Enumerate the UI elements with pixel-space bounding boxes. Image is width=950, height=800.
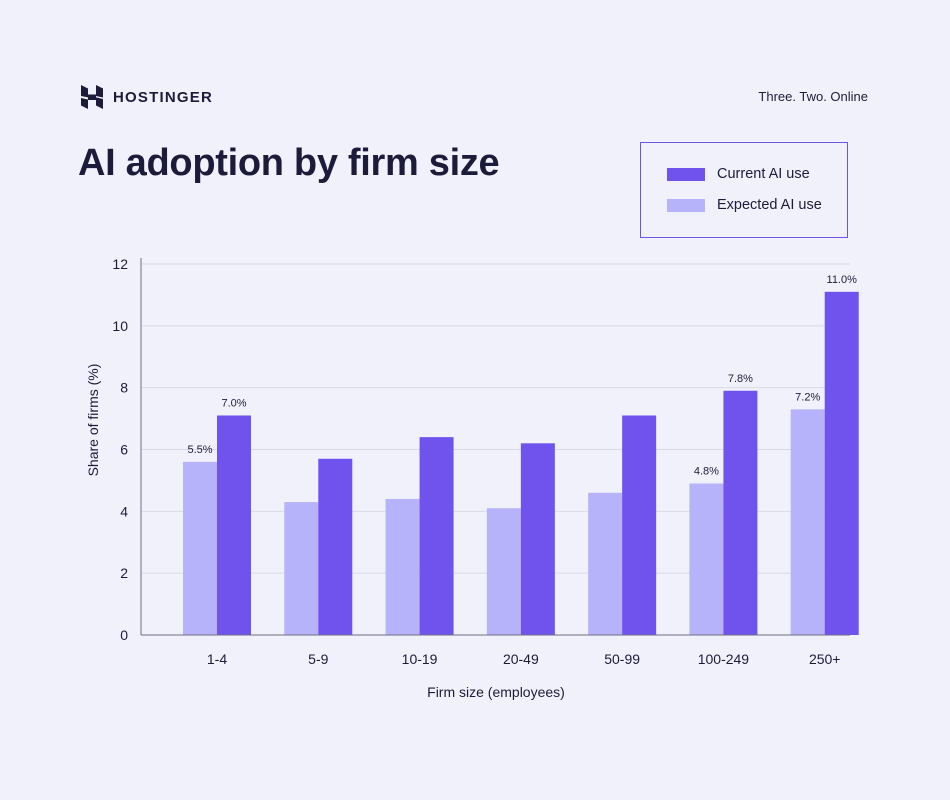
- chart-title: AI adoption by firm size: [78, 142, 500, 184]
- legend-item-expected: Expected AI use: [667, 197, 822, 213]
- x-tick-label: 5-9: [308, 651, 328, 667]
- bar-current: [520, 443, 555, 635]
- bar-expected: [689, 483, 724, 635]
- x-tick-label: 20-49: [503, 651, 539, 667]
- hostinger-logo-icon: [81, 85, 103, 109]
- tagline: Three. Two. Online: [758, 89, 868, 104]
- axes: 0 2 4 6 8 10 12 1-4 5-9 10-19 20-49 50-99 100-249 250…: [112, 256, 850, 667]
- legend-item-current: Current AI use: [667, 166, 810, 182]
- y-tick-label: 12: [112, 256, 128, 272]
- data-label: 7.0%: [221, 397, 246, 409]
- data-labels: 5.5% 7.0% 4.8% 7.8% 7.2% 11.0%: [187, 274, 857, 478]
- y-tick-label: 2: [120, 565, 128, 581]
- x-tick-label: 50-99: [604, 651, 640, 667]
- bar-expected: [183, 461, 217, 635]
- y-tick-label: 0: [120, 627, 128, 643]
- bar-expected: [588, 492, 623, 635]
- legend-swatch-expected: [667, 198, 705, 212]
- bar-current: [419, 437, 454, 635]
- bar-current: [217, 415, 251, 635]
- x-axis-label: Firm size (employees): [427, 684, 565, 700]
- brand-name: HOSTINGER: [113, 88, 213, 106]
- bars: [183, 291, 859, 635]
- bar-current: [318, 458, 353, 635]
- data-label: 4.8%: [694, 466, 719, 478]
- legend-label-expected: Expected AI use: [717, 197, 822, 213]
- x-tick-label: 1-4: [207, 651, 227, 667]
- bar-expected: [284, 502, 319, 635]
- y-tick-label: 8: [120, 380, 128, 396]
- x-tick-label: 100-249: [698, 651, 750, 667]
- chart-legend: Current AI use Expected AI use: [640, 142, 848, 238]
- y-axis-label: Share of firms (%): [85, 364, 101, 477]
- bar-expected: [385, 498, 420, 635]
- bar-current: [723, 390, 758, 635]
- data-label: 7.2%: [795, 391, 820, 403]
- bar-expected: [486, 508, 521, 635]
- y-tick-label: 4: [120, 503, 128, 519]
- bar-current: [824, 291, 859, 635]
- data-label: 5.5%: [187, 444, 212, 456]
- brand: HOSTINGER: [80, 84, 213, 110]
- bar-expected: [790, 409, 825, 635]
- data-label: 11.0%: [827, 274, 858, 286]
- legend-label-current: Current AI use: [717, 166, 810, 182]
- x-tick-label: 250+: [809, 651, 841, 667]
- y-tick-label: 6: [120, 442, 128, 458]
- legend-swatch-current: [667, 167, 705, 181]
- data-label: 7.8%: [728, 373, 753, 385]
- bar-current: [622, 415, 657, 635]
- x-tick-label: 10-19: [402, 651, 438, 667]
- y-tick-label: 10: [112, 318, 128, 334]
